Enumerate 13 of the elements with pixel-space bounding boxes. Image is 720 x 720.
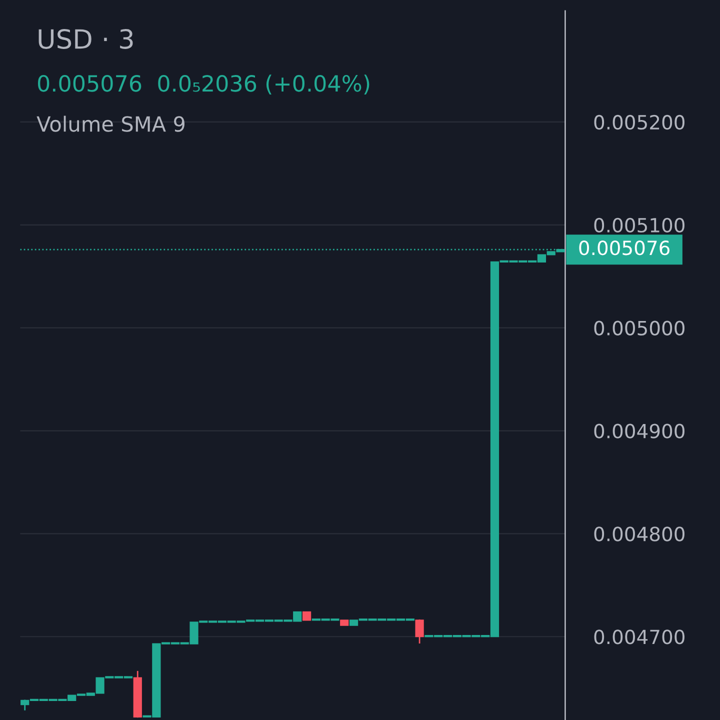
text: USD · 3 (38, 28, 133, 49)
y-tick-label: 0.005200 (594, 114, 684, 130)
y-tick-label: 0.004800 (594, 526, 684, 542)
y-tick-label: 0.004900 (594, 424, 684, 438)
y-tick-label: 0.004700 (594, 630, 684, 644)
y-tick-label: 0.005000 (594, 320, 684, 336)
candlestick (340, 620, 349, 626)
ref-line-label: 0.005076 (579, 240, 670, 256)
candlestick (415, 619, 424, 644)
annotation: Volume SMA 9 (36, 116, 184, 132)
annotation: 0.005076 0.0₅2036 (+0.04%) (38, 74, 370, 94)
y-tick-label: 0.005100 (594, 218, 684, 233)
candlestick (302, 611, 312, 621)
